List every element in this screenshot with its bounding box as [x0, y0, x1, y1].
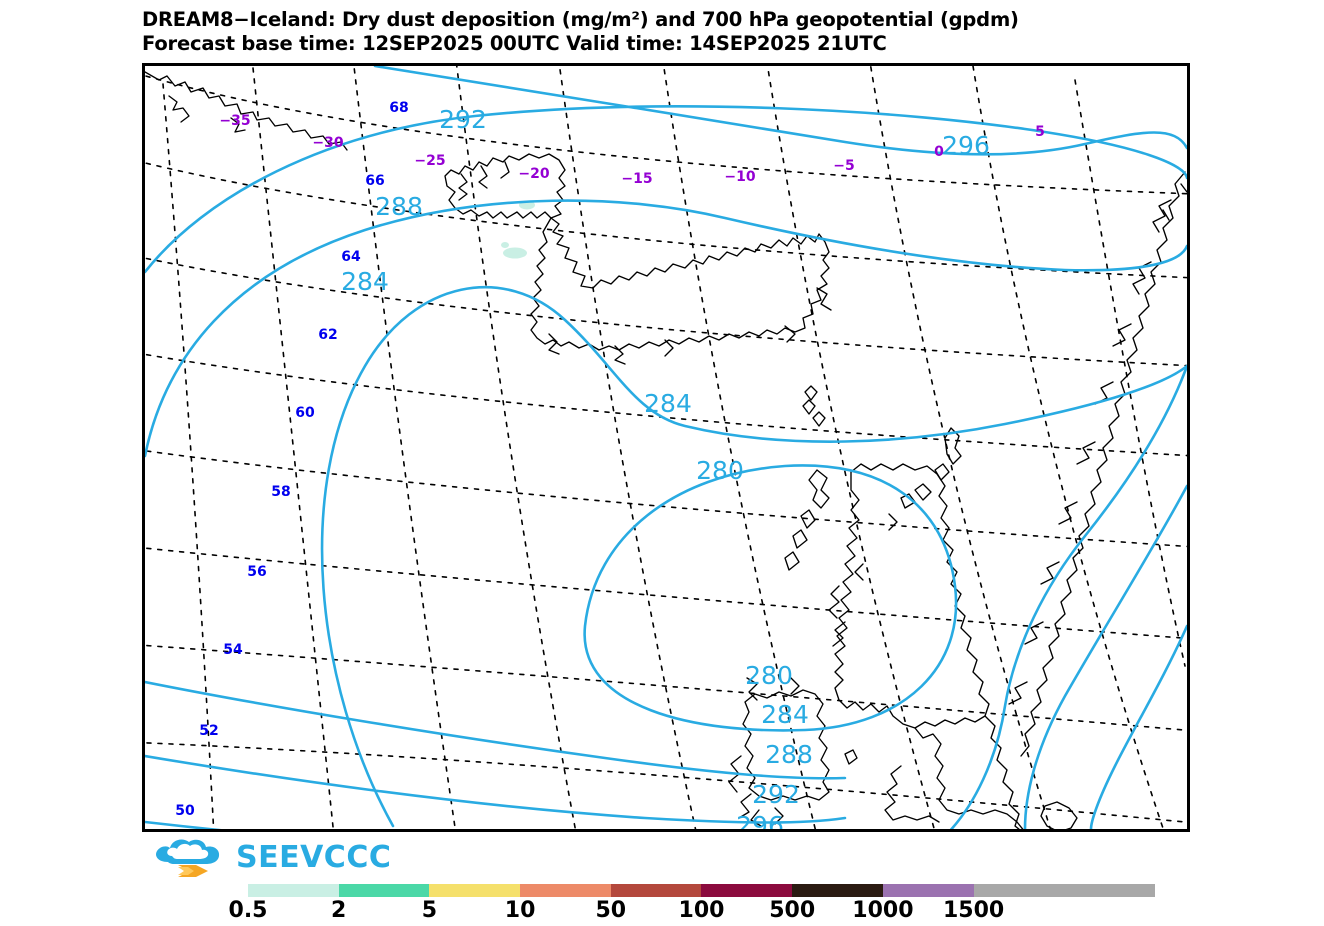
svg-text:−25: −25 — [414, 153, 445, 169]
seevccc-logo: SEEVCCC — [148, 836, 391, 878]
colorbar-segment-7 — [882, 884, 974, 897]
svg-text:288: 288 — [765, 740, 813, 769]
svg-text:56: 56 — [247, 564, 266, 580]
colorbar-tick-1000: 1000 — [852, 898, 914, 923]
logo-text: SEEVCCC — [236, 840, 392, 875]
colorbar-segment-2 — [429, 884, 521, 897]
map-frame: 292 288 284 284 280 296 280 284 288 292 … — [142, 63, 1190, 832]
colorbar-segment-8 — [973, 884, 1065, 897]
svg-text:64: 64 — [341, 249, 361, 265]
svg-text:284: 284 — [341, 267, 389, 296]
title-line-2: Forecast base time: 12SEP2025 00UTC Vali… — [142, 31, 887, 55]
svg-text:54: 54 — [223, 642, 243, 658]
svg-text:52: 52 — [199, 723, 218, 739]
colorbar-tick-500: 500 — [769, 898, 816, 923]
svg-text:0: 0 — [934, 144, 944, 160]
latitude-label-layer: 68 66 64 62 60 58 56 54 52 50 — [175, 100, 408, 819]
title-line-1: DREAM8−Iceland: Dry dust deposition (mg/… — [142, 8, 1019, 31]
svg-text:−35: −35 — [219, 113, 250, 129]
colorbar-tick-2: 2 — [331, 898, 347, 923]
svg-text:66: 66 — [365, 173, 384, 189]
contour-label-layer: 292 288 284 284 280 296 280 284 288 292 … — [341, 105, 990, 829]
longitude-label-layer: −35 −30 −25 −20 −15 −10 −5 0 5 — [219, 113, 1044, 187]
svg-text:−30: −30 — [312, 135, 343, 151]
svg-text:60: 60 — [295, 405, 315, 421]
graticule-layer — [145, 66, 1187, 829]
svg-text:−20: −20 — [518, 166, 549, 182]
svg-text:292: 292 — [752, 780, 800, 809]
svg-text:284: 284 — [761, 700, 809, 729]
colorbar-segment-4 — [610, 884, 702, 897]
svg-text:296: 296 — [736, 811, 784, 829]
colorbar-tick-labels: 0.5 2 5 10 50 100 500 1000 1500 — [0, 898, 1324, 926]
svg-text:292: 292 — [439, 105, 487, 134]
chart-title-block: DREAM8−Iceland: Dry dust deposition (mg/… — [142, 8, 1322, 56]
svg-text:68: 68 — [389, 100, 408, 116]
colorbar-segment-1 — [338, 884, 430, 897]
colorbar-tick-5: 5 — [421, 898, 438, 923]
svg-text:62: 62 — [318, 327, 337, 343]
svg-text:−15: −15 — [621, 171, 652, 187]
colorbar — [248, 884, 1155, 897]
geopotential-contour-layer — [145, 66, 1187, 829]
colorbar-segment-0 — [248, 884, 339, 897]
svg-text:280: 280 — [745, 661, 793, 690]
svg-text:280: 280 — [696, 456, 744, 485]
colorbar-tick-1500: 1500 — [942, 898, 1005, 923]
colorbar-segment-5 — [701, 884, 793, 897]
dust-deposition-layer — [501, 200, 535, 259]
svg-text:296: 296 — [942, 131, 990, 160]
svg-text:58: 58 — [271, 484, 290, 500]
colorbar-tick-50: 50 — [595, 898, 627, 923]
colorbar-segment-3 — [520, 884, 611, 897]
svg-text:50: 50 — [175, 803, 195, 819]
svg-text:284: 284 — [644, 389, 692, 418]
svg-text:5: 5 — [1035, 124, 1045, 140]
colorbar-tick-100: 100 — [678, 898, 725, 923]
colorbar-tick-0.5: 0.5 — [228, 898, 268, 923]
map-canvas: 292 288 284 284 280 296 280 284 288 292 … — [145, 66, 1187, 829]
coastline-layer — [145, 71, 1187, 829]
colorbar-segment-6 — [792, 884, 883, 897]
svg-text:−10: −10 — [724, 169, 755, 185]
cloud-icon — [156, 839, 220, 877]
colorbar-segment-9 — [1064, 884, 1155, 897]
svg-text:−5: −5 — [833, 158, 854, 174]
colorbar-tick-10: 10 — [504, 898, 536, 923]
svg-text:288: 288 — [375, 192, 423, 221]
